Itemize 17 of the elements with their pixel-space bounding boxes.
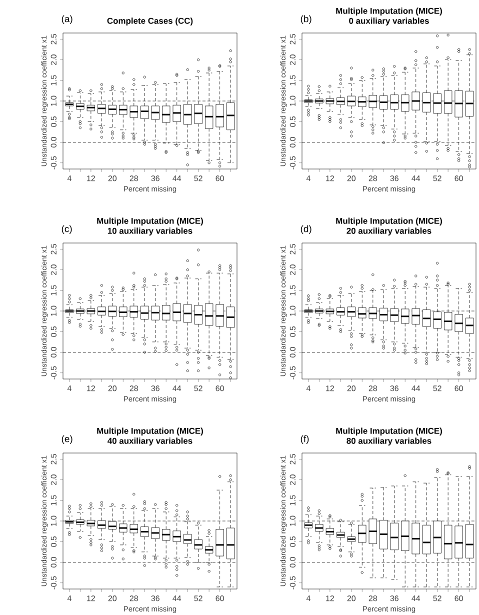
text: (d) xyxy=(300,225,312,234)
text: (e) xyxy=(62,435,72,444)
chart-subtitle: 0 auxiliary variables xyxy=(349,18,429,26)
chart-title: Multiple Imputation (MICE) xyxy=(336,428,442,436)
text: (a) xyxy=(62,15,72,24)
chart-title: Multiple Imputation (MICE) xyxy=(97,428,203,436)
chart-subtitle: 10 auxiliary variables xyxy=(108,228,192,236)
chart-subtitle: 80 auxiliary variables xyxy=(346,438,432,446)
chart-title: Multiple Imputation (MICE) xyxy=(336,218,442,226)
chart-title: Complete Cases (CC) xyxy=(107,18,193,26)
chart-title: Multiple Imputation (MICE) xyxy=(336,8,442,16)
text: (c) xyxy=(62,225,72,234)
chart-subtitle: 40 auxiliary variables xyxy=(108,438,192,446)
text: (b) xyxy=(300,15,312,24)
chart-title: Multiple Imputation (MICE) xyxy=(97,218,203,226)
chart-subtitle: 20 auxiliary variables xyxy=(346,228,432,236)
text: (f) xyxy=(300,435,309,444)
